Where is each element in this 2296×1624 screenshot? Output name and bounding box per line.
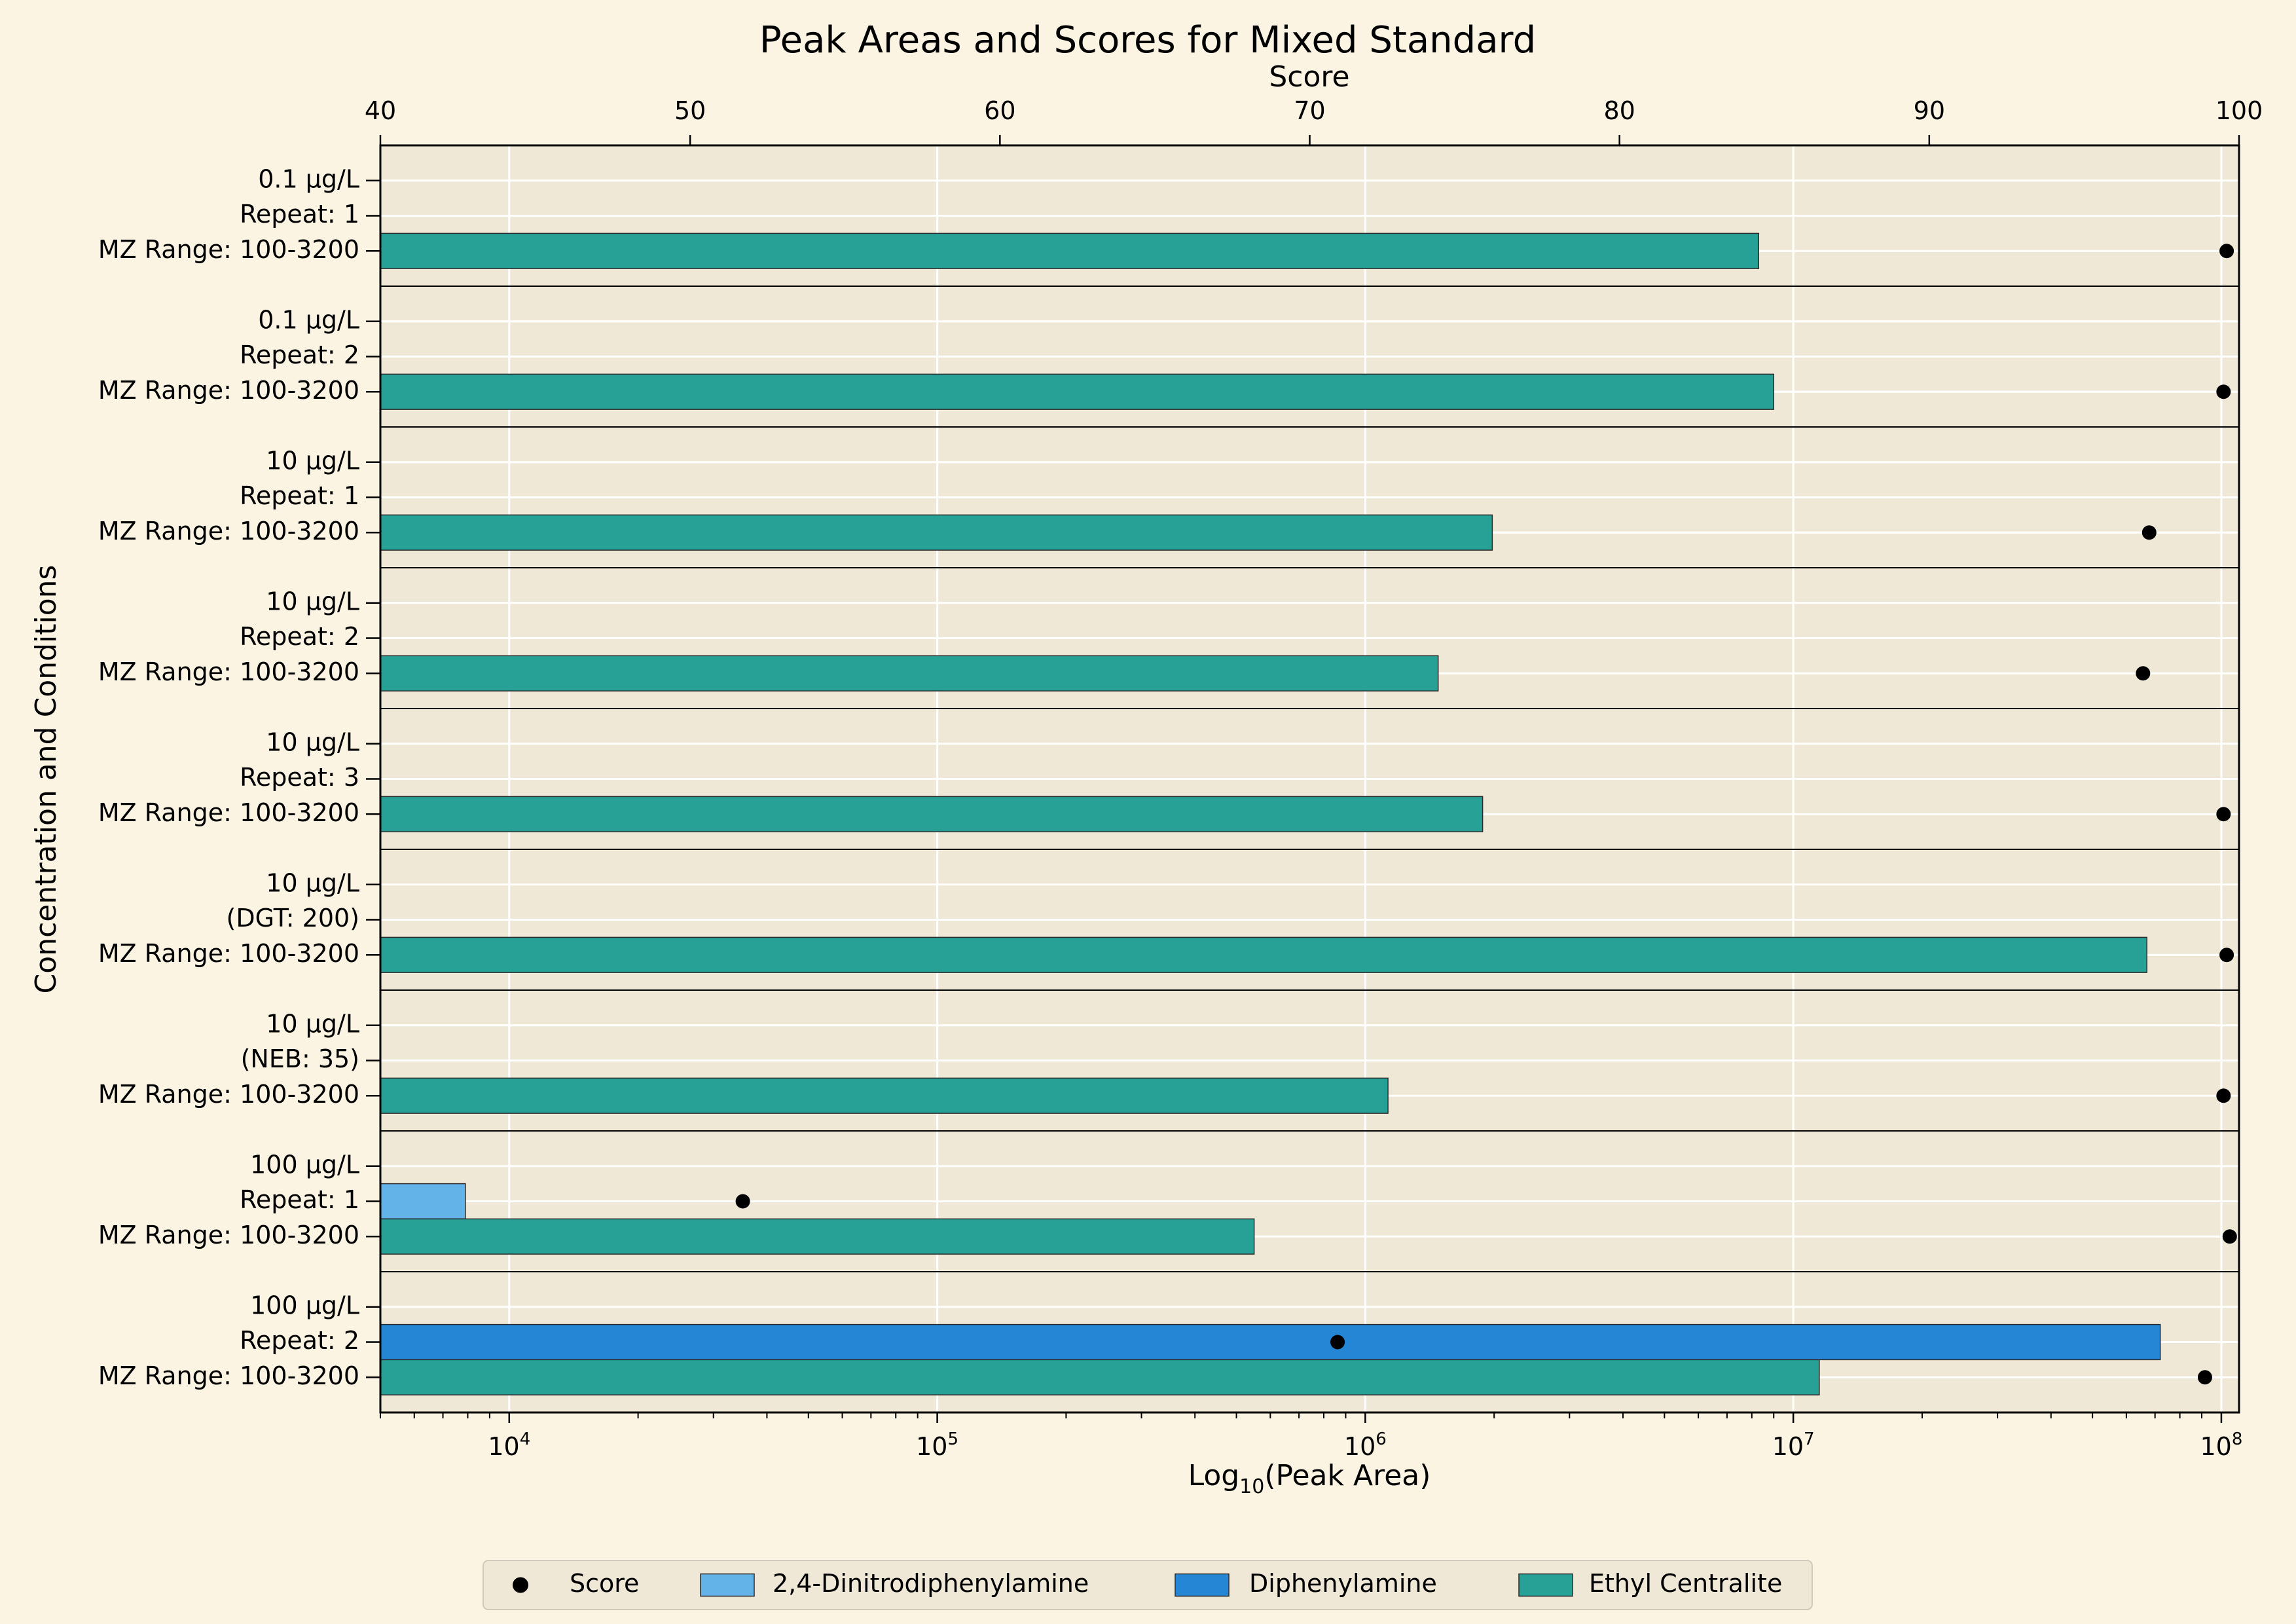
score-point: [2216, 384, 2231, 399]
x-top-tick-label: 50: [674, 96, 706, 125]
legend-swatch: [1175, 1573, 1230, 1597]
y-tick-label: 10 µg/L: [266, 1009, 359, 1038]
y-tick-label: 100 µg/L: [250, 1291, 359, 1320]
score-point: [2136, 666, 2151, 681]
score-points: [735, 244, 2237, 1385]
bar-peak-area: [380, 514, 1493, 551]
y-tick-label: 10 µg/L: [266, 728, 359, 756]
chart-title: Peak Areas and Scores for Mixed Standard: [759, 19, 1536, 62]
bar-peak-area: [380, 1077, 1389, 1114]
y-tick-label: 10 µg/L: [266, 587, 359, 616]
y-tick-label: MZ Range: 100-3200: [98, 657, 359, 686]
y-tick-label: (DGT: 200): [227, 904, 359, 932]
score-point: [2219, 948, 2234, 963]
axes: 0.1 µg/L Repeat: 1 MZ Range: 100-3200 0.1 µ…: [98, 96, 2263, 1461]
x-bottom-tick-label: 105: [916, 1430, 958, 1461]
y-tick-label: Repeat: 3: [240, 763, 359, 792]
legend-swatch: [700, 1573, 755, 1597]
legend-label: Ethyl Centralite: [1589, 1569, 1782, 1598]
bar-peak-area: [380, 936, 2147, 973]
legend-label: 2,4-Dinitrodiphenylamine: [773, 1569, 1089, 1598]
x-top-tick-label: 70: [1294, 96, 1325, 125]
x-top-tick-label: 80: [1603, 96, 1635, 125]
y-tick-label: Repeat: 1: [240, 481, 359, 510]
bar-peak-area: [380, 1359, 1820, 1395]
y-tick-label: 0.1 µg/L: [258, 164, 359, 193]
legend-marker-score: [513, 1577, 528, 1593]
x-top-tick-label: 100: [2215, 96, 2263, 125]
score-point: [2219, 244, 2234, 259]
x-top-axis-label: Score: [1269, 60, 1349, 94]
score-point: [2216, 807, 2231, 822]
x-top-tick-label: 90: [1914, 96, 1945, 125]
y-tick-label: (NEB: 35): [241, 1044, 359, 1073]
y-tick-label: MZ Range: 100-3200: [98, 939, 359, 968]
x-top-tick-label: 60: [984, 96, 1015, 125]
legend-label: Score: [570, 1569, 639, 1598]
y-tick-label: Repeat: 2: [240, 1326, 359, 1355]
score-point: [1330, 1335, 1345, 1350]
y-tick-label: Repeat: 2: [240, 341, 359, 369]
bar-peak-area: [380, 1323, 2161, 1361]
legend-box: [483, 1560, 1813, 1610]
x-bottom-axis-label: Log10(Peak Area): [1188, 1459, 1431, 1498]
y-tick-label: 10 µg/L: [266, 446, 359, 475]
y-tick-label: 10 µg/L: [266, 868, 359, 897]
x-bottom-tick-label: 106: [1344, 1430, 1387, 1461]
y-tick-label: Repeat: 2: [240, 622, 359, 651]
bar-peak-area: [380, 373, 1774, 410]
y-tick-label: 0.1 µg/L: [258, 305, 359, 334]
x-top-tick-label: 40: [365, 96, 396, 125]
bar-peak-area: [380, 1218, 1255, 1255]
y-tick-label: MZ Range: 100-3200: [98, 517, 359, 545]
y-tick-label: MZ Range: 100-3200: [98, 376, 359, 405]
bar-peak-area: [380, 796, 1484, 832]
score-point: [2197, 1370, 2212, 1385]
y-tick-label: 100 µg/L: [250, 1150, 359, 1179]
legend-swatch: [1518, 1573, 1573, 1597]
score-point: [735, 1194, 750, 1209]
y-tick-label: Repeat: 1: [240, 200, 359, 229]
bar-peak-area: [380, 1183, 466, 1220]
group-separators: [380, 286, 2239, 1272]
bar-peak-area: [380, 655, 1439, 692]
x-bottom-tick-label: 108: [2200, 1430, 2242, 1461]
y-tick-label: MZ Range: 100-3200: [98, 235, 359, 264]
score-point: [2216, 1088, 2231, 1103]
x-bottom-tick-label: 104: [488, 1430, 530, 1461]
y-tick-label: MZ Range: 100-3200: [98, 798, 359, 827]
y-tick-label: MZ Range: 100-3200: [98, 1361, 359, 1390]
y-tick-label: Repeat: 1: [240, 1185, 359, 1214]
x-bottom-tick-label: 107: [1772, 1430, 1815, 1461]
legend-label: Diphenylamine: [1249, 1569, 1437, 1598]
legend: Score 2,4-Dinitrodiphenylamine Diphenylami…: [483, 1560, 1813, 1610]
bar-peak-area: [380, 232, 1760, 269]
y-tick-label: MZ Range: 100-3200: [98, 1080, 359, 1109]
score-point: [2222, 1229, 2237, 1244]
bars: [380, 232, 2161, 1395]
y-tick-label: MZ Range: 100-3200: [98, 1221, 359, 1249]
score-point: [2141, 525, 2157, 540]
y-axis-label: Concentration and Conditions: [29, 565, 63, 994]
